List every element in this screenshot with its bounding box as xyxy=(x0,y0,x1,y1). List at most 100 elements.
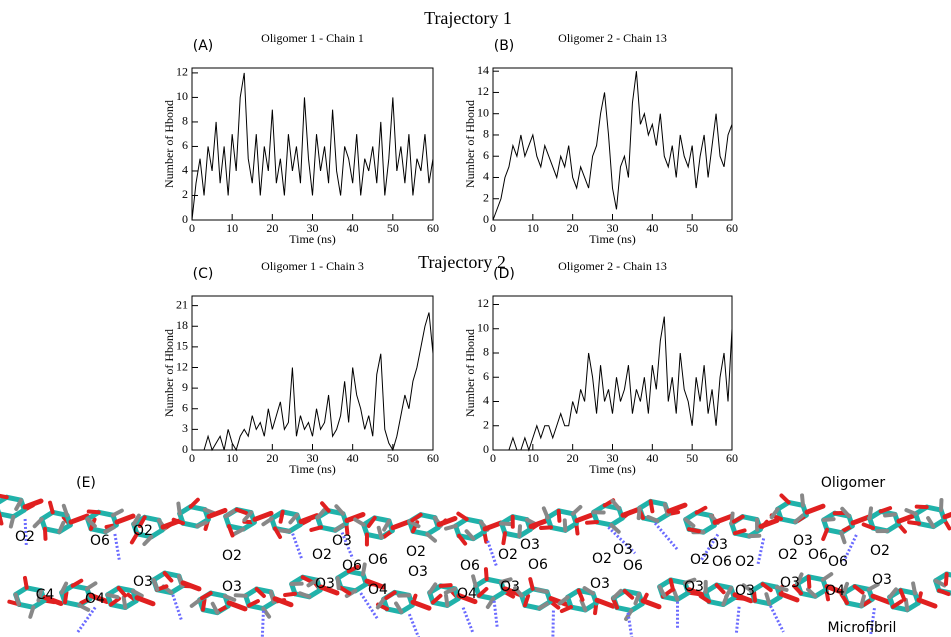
y-tick-label: 14 xyxy=(477,63,489,77)
x-tick-label: 40 xyxy=(646,451,658,465)
molecule-bond xyxy=(344,512,366,524)
atom-label: O6 xyxy=(712,554,732,570)
molecule-bond xyxy=(278,509,285,524)
y-tick-label: 6 xyxy=(483,148,489,162)
atom-label: O3 xyxy=(133,574,153,590)
hydrogen-bond xyxy=(461,607,475,635)
molecule-bond xyxy=(861,522,875,530)
molecule-bond xyxy=(200,591,213,601)
atom-label: O2 xyxy=(406,544,426,560)
y-tick-label: 0 xyxy=(182,442,188,456)
x-tick-label: 30 xyxy=(307,221,319,235)
molecule-bond xyxy=(444,523,458,531)
molecule-bond xyxy=(824,584,846,596)
y-tick-label: 4 xyxy=(483,393,489,407)
atom-label: O6 xyxy=(342,558,362,574)
x-tick-label: 40 xyxy=(347,451,359,465)
molecule-bond xyxy=(903,597,910,612)
molecule-bond xyxy=(456,533,468,546)
molecule-bond xyxy=(0,493,9,500)
molecule-bond xyxy=(840,506,852,519)
hydrogen-bond xyxy=(260,610,265,637)
x-tick-label: 30 xyxy=(607,451,619,465)
molecule-bond xyxy=(13,592,21,607)
molecule-bond xyxy=(272,596,294,608)
atom-label: O3 xyxy=(735,583,755,599)
molecule-bond xyxy=(513,586,524,598)
molecule-bond xyxy=(657,584,667,598)
hydrogen-bond xyxy=(869,607,876,635)
molecule-bond xyxy=(272,526,283,540)
molecule-bond xyxy=(131,588,144,598)
molecule-bond xyxy=(206,507,228,519)
atom-label: O4 xyxy=(85,591,105,607)
x-tick-label: 0 xyxy=(189,451,195,465)
molecule-bond xyxy=(792,584,803,596)
molecule-bond xyxy=(624,608,634,622)
atom-label: O3 xyxy=(500,579,520,595)
molecule-bond xyxy=(333,522,346,533)
molecule-bond xyxy=(620,506,642,518)
molecule-bond xyxy=(732,528,747,536)
panel-label: (E) xyxy=(76,475,96,491)
molecule-bond xyxy=(517,524,523,539)
y-axis-title: Number of Hbond xyxy=(463,329,477,417)
y-axis-title: Number of Hbond xyxy=(463,100,477,188)
molecule-bond xyxy=(852,584,865,595)
molecule-bond xyxy=(522,593,531,608)
molecule-bond xyxy=(579,598,588,612)
molecule-bond xyxy=(640,598,662,610)
molecule-bond xyxy=(611,588,623,600)
plot-frame xyxy=(492,67,733,221)
hydrogen-bond xyxy=(23,518,28,546)
x-tick-label: 20 xyxy=(266,451,278,465)
molecule-label: Oligomer xyxy=(821,475,886,491)
molecule-bond xyxy=(668,577,676,592)
molecule-bond xyxy=(741,583,754,593)
atom-label: O3 xyxy=(332,533,352,549)
molecule-bond xyxy=(839,592,849,605)
molecule-bond xyxy=(134,595,156,607)
molecule-bond xyxy=(609,522,621,534)
atom-label: O2 xyxy=(15,529,35,545)
chart-title: Oligomer 1 - Chain 3 xyxy=(261,259,364,273)
hydrogen-bond xyxy=(653,522,679,551)
section-title: Trajectory 1 xyxy=(424,8,512,28)
molecule-bond xyxy=(926,516,936,529)
x-tick-label: 30 xyxy=(307,451,319,465)
molecule-bond xyxy=(261,606,272,619)
molecule-bond xyxy=(375,597,386,610)
molecule-bond xyxy=(562,518,568,533)
y-tick-label: 6 xyxy=(483,369,489,383)
atom-label: O3 xyxy=(793,533,813,549)
molecule-bond xyxy=(188,497,200,509)
molecule-bond xyxy=(444,593,450,608)
x-tick-label: 20 xyxy=(567,451,579,465)
molecule-bond xyxy=(571,505,583,516)
molecule-bond xyxy=(427,582,438,595)
data-line xyxy=(191,72,434,221)
x-tick-label: 0 xyxy=(490,221,496,235)
molecule-bond xyxy=(714,583,726,595)
hydrogen-bond xyxy=(551,610,555,637)
molecule-bond xyxy=(0,512,4,526)
molecule-bond xyxy=(108,596,122,607)
atom-label: O6 xyxy=(460,558,480,574)
molecule-bond xyxy=(622,589,635,600)
y-tick-label: 12 xyxy=(477,296,489,310)
molecule-bond xyxy=(277,528,292,534)
molecule-bond xyxy=(103,525,117,534)
molecule-bond xyxy=(795,572,804,586)
molecule-bond xyxy=(382,518,392,532)
y-tick-label: 10 xyxy=(176,89,188,103)
y-tick-label: 0 xyxy=(182,212,188,226)
molecule-bond xyxy=(384,590,397,600)
molecule-bond xyxy=(436,515,458,527)
x-tick-label: 10 xyxy=(226,221,238,235)
y-tick-label: 2 xyxy=(483,417,489,431)
section-title: Trajectory 2 xyxy=(418,252,506,272)
molecule-bond xyxy=(346,564,360,574)
molecule-bond xyxy=(559,605,573,614)
molecule-bond xyxy=(86,509,101,515)
atom-label: O3 xyxy=(684,579,704,595)
